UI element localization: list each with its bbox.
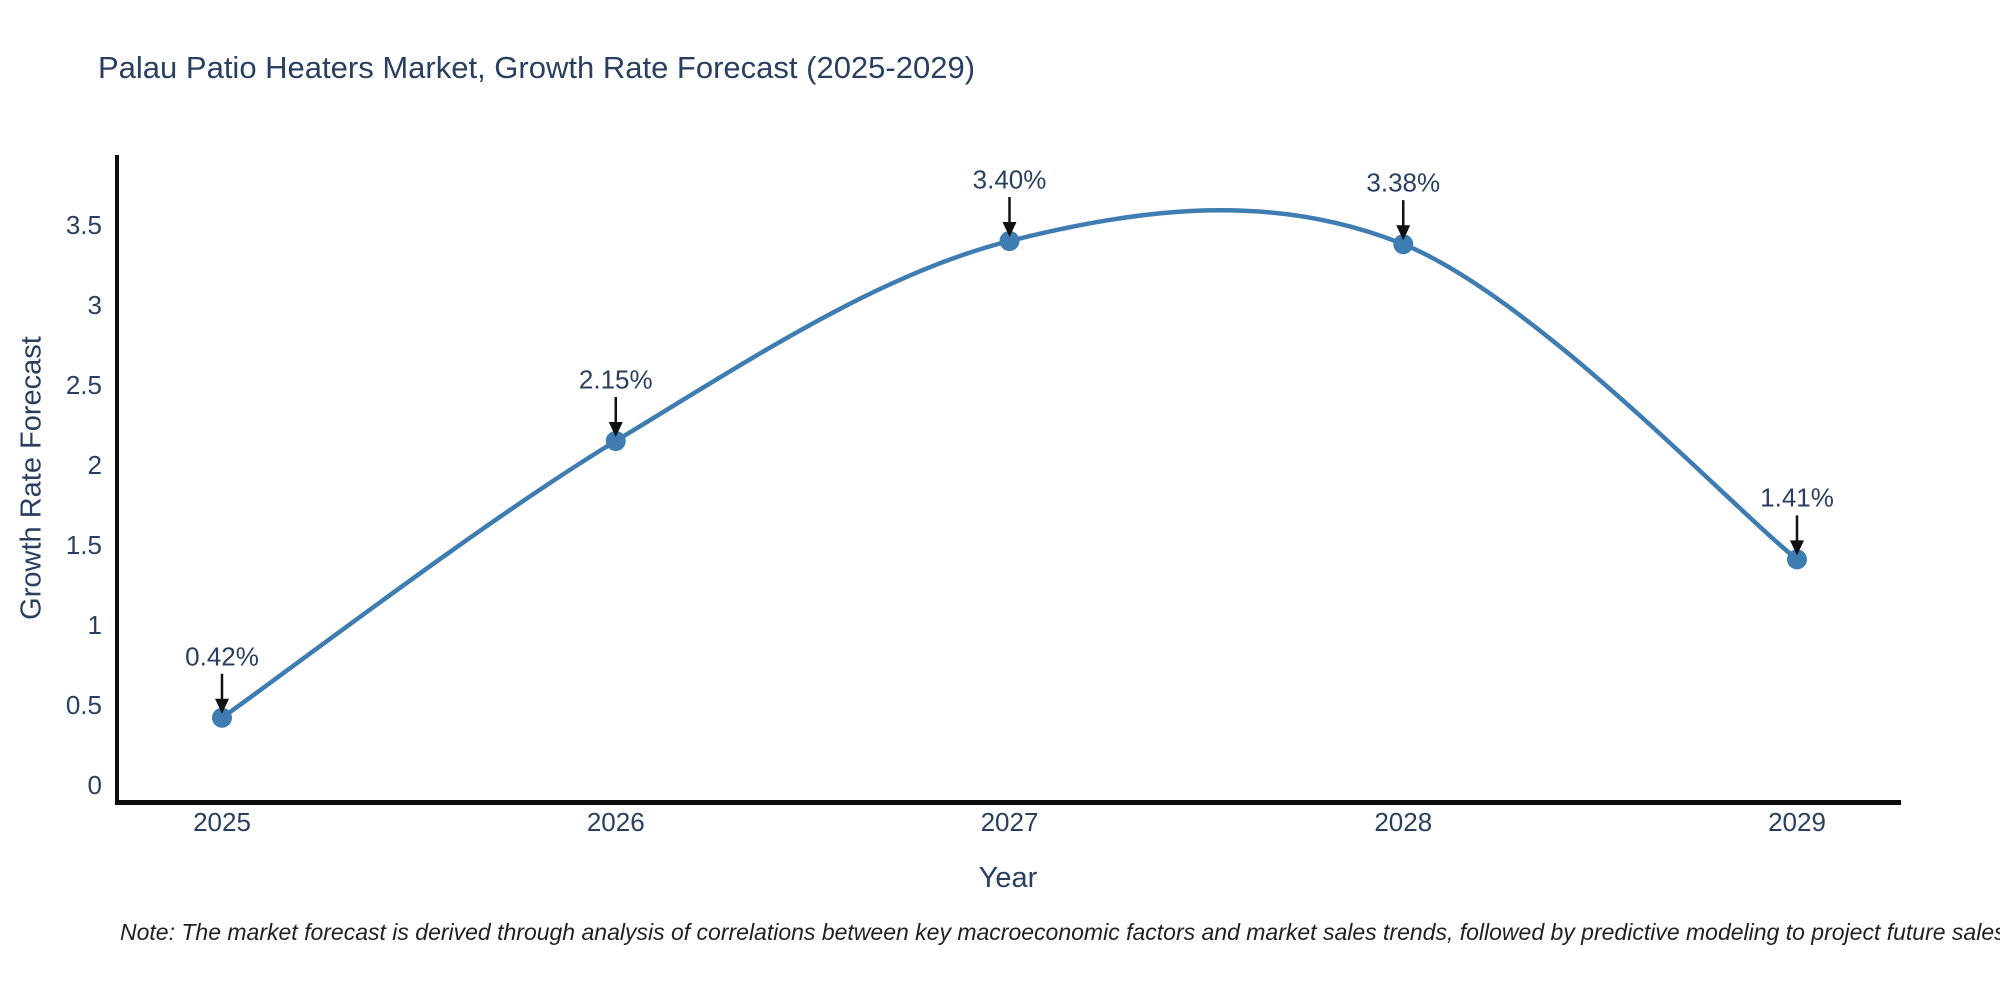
x-tick-label: 2029 xyxy=(1768,807,1826,837)
data-point-marker xyxy=(1393,234,1414,255)
x-axis-line xyxy=(115,800,1901,805)
data-point-marker xyxy=(1787,549,1807,570)
footnote: Note: The market forecast is derived thr… xyxy=(120,919,2000,945)
annotation-label: 0.42% xyxy=(185,641,259,672)
annotation-arrowhead xyxy=(1002,222,1017,237)
annotation-arrowhead xyxy=(1396,225,1411,241)
y-tick-label: 3.5 xyxy=(65,210,102,240)
x-axis-title: Year xyxy=(978,862,1038,894)
annotation-label: 2.15% xyxy=(578,364,653,395)
data-point-marker xyxy=(212,707,232,728)
y-tick-label: 3 xyxy=(87,290,102,320)
x-tick-label: 2026 xyxy=(586,807,645,837)
growth-rate-line xyxy=(220,207,1799,720)
annotation-arrowhead xyxy=(608,422,623,437)
annotation-arrowhead xyxy=(1790,540,1804,556)
annotation-label: 3.38% xyxy=(1366,167,1441,198)
annotation-arrowhead xyxy=(215,698,229,714)
annotation-label: 1.41% xyxy=(1760,482,1834,513)
y-axis-line xyxy=(115,155,119,805)
y-tick-label: 1 xyxy=(87,610,102,640)
x-tick-label: 2027 xyxy=(980,807,1039,837)
y-tick-label: 2 xyxy=(87,450,102,480)
y-tick-label: 0.5 xyxy=(65,690,102,720)
y-tick-label: 1.5 xyxy=(65,530,102,560)
chart-title: Palau Patio Heaters Market, Growth Rate … xyxy=(98,50,976,85)
annotation-label: 3.40% xyxy=(972,164,1047,195)
data-point-marker xyxy=(605,431,626,451)
y-tick-label: 2.5 xyxy=(65,370,102,400)
data-point-marker xyxy=(999,231,1020,251)
x-tick-label: 2028 xyxy=(1374,807,1433,837)
x-tick-label: 2025 xyxy=(193,807,251,837)
y-tick-label: 0 xyxy=(87,770,102,800)
